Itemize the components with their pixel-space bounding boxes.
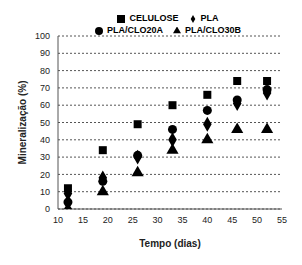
svg-text:10: 10: [53, 215, 63, 225]
svg-text:40: 40: [40, 135, 50, 145]
html-text:CELULOSE: CELULOSE: [129, 13, 179, 23]
svg-text:20: 20: [40, 170, 50, 180]
html-text:PLA/CLO20A: PLA/CLO20A: [107, 25, 163, 35]
svg-text:90: 90: [40, 48, 50, 58]
svg-text:100: 100: [35, 31, 50, 41]
svg-text:Mineralização (%): Mineralização (%): [17, 81, 28, 165]
svg-text:0: 0: [45, 204, 50, 214]
svg-text:10: 10: [40, 187, 50, 197]
svg-text:55: 55: [277, 215, 287, 225]
svg-text:45: 45: [227, 215, 237, 225]
svg-text:30: 30: [153, 215, 163, 225]
svg-text:30: 30: [40, 152, 50, 162]
svg-text:20: 20: [103, 215, 113, 225]
svg-text:60: 60: [40, 100, 50, 110]
svg-text:35: 35: [177, 215, 187, 225]
svg-text:25: 25: [128, 215, 138, 225]
svg-text:70: 70: [40, 83, 50, 93]
svg-text:15: 15: [78, 215, 88, 225]
svg-text:40: 40: [202, 215, 212, 225]
svg-text:Tempo (dias): Tempo (dias): [139, 238, 200, 249]
html-text:PLA: PLA: [200, 13, 219, 23]
html-text:PLA/CLO30B: PLA/CLO30B: [185, 25, 241, 35]
svg-text:50: 50: [252, 215, 262, 225]
svg-text:80: 80: [40, 66, 50, 76]
svg-text:50: 50: [40, 118, 50, 128]
